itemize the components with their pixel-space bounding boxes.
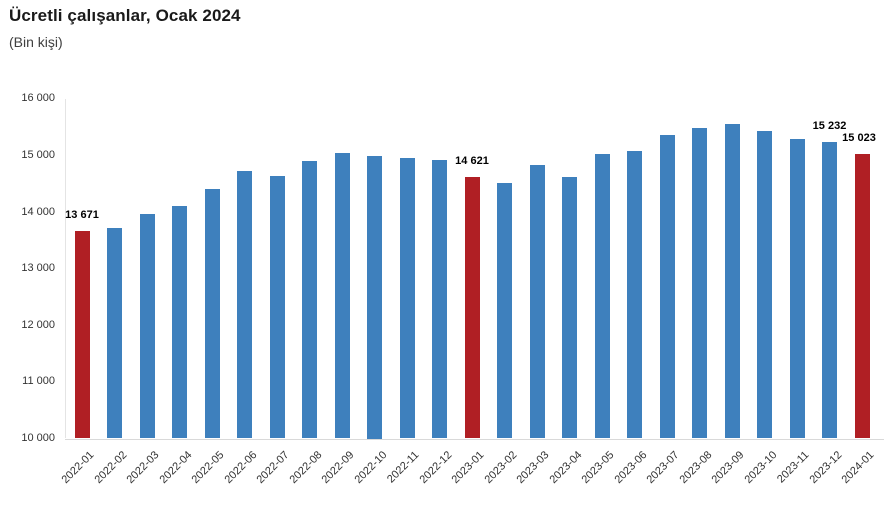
bar-2023-07 xyxy=(659,134,675,439)
y-axis-line xyxy=(65,98,66,439)
chart-title: Ücretli çalışanlar, Ocak 2024 xyxy=(9,6,241,25)
bar-2022-09 xyxy=(334,153,350,439)
bar-2023-11 xyxy=(789,138,805,439)
y-axis-tick-label: 16 000 xyxy=(21,92,55,105)
bar-value-label-2023-12: 15 232 xyxy=(812,120,847,133)
bar-2022-02 xyxy=(107,227,122,439)
y-axis-tick-label: 15 000 xyxy=(21,149,55,161)
bar-2022-06 xyxy=(237,171,252,439)
bar-2023-03 xyxy=(529,164,545,439)
bar-2023-01 xyxy=(464,176,480,439)
bar-2022-10 xyxy=(367,155,382,439)
bar-2022-11 xyxy=(399,158,415,439)
bar-2023-05 xyxy=(594,153,610,439)
y-axis-tick-label: 10 000 xyxy=(21,432,55,444)
bar-2023-08 xyxy=(692,128,707,439)
bar-2024-01 xyxy=(854,154,870,439)
x-axis-line xyxy=(65,438,884,440)
bar-2023-02 xyxy=(497,182,512,439)
bar-value-label-2022-01: 13 671 xyxy=(65,208,99,221)
y-axis-tick-label: 13 000 xyxy=(21,262,55,275)
chart-subtitle: (Bin kişi) xyxy=(9,34,63,50)
bar-2022-04 xyxy=(172,205,187,439)
bar-2023-06 xyxy=(627,150,642,439)
bar-2023-10 xyxy=(757,130,772,439)
bar-2022-05 xyxy=(204,189,220,439)
y-axis-tick-label: 14 000 xyxy=(21,205,55,218)
bar-2022-01 xyxy=(74,230,90,439)
bar-2022-03 xyxy=(139,214,155,439)
bar-2022-08 xyxy=(302,161,317,439)
x-axis-tick-label: 2024-01 xyxy=(839,449,877,487)
bar-2022-12 xyxy=(432,160,447,439)
bar-2023-12 xyxy=(822,142,837,439)
bar-2022-07 xyxy=(269,176,285,439)
bar-value-label-2024-01: 15 023 xyxy=(842,132,876,145)
y-axis-tick-label: 12 000 xyxy=(21,318,55,331)
bar-2023-09 xyxy=(724,123,740,439)
y-axis-tick-label: 11 000 xyxy=(22,375,55,388)
bar-2023-04 xyxy=(562,177,577,439)
bar-value-label-2023-01: 14 621 xyxy=(455,154,489,167)
